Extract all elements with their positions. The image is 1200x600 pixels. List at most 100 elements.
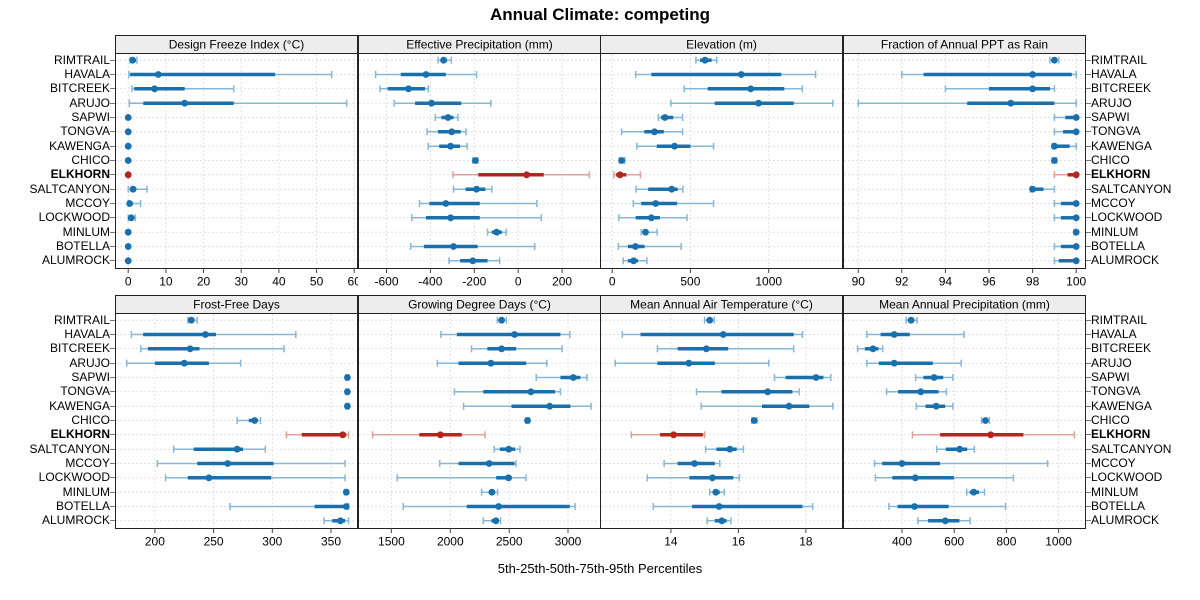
site-label-lockwood: LOCKWOOD — [1091, 210, 1163, 225]
series-saltcanyon — [493, 445, 521, 453]
median-dot — [504, 474, 512, 482]
median-dot — [1072, 171, 1080, 179]
median-dot — [738, 71, 746, 78]
panel-svg: Fraction of Annual PPT as Rain 90 92 94 96 98… — [843, 35, 1087, 289]
x-tick-label: 30 — [235, 275, 249, 289]
median-dot — [124, 243, 132, 250]
panel-title: Elevation (m) — [686, 38, 757, 52]
median-dot — [444, 114, 452, 121]
site-row-tick — [110, 362, 115, 364]
panel-svg: Design Freeze Index (°C) 0 10 20 30 40 50 60 — [115, 35, 361, 289]
site-label-botella: BOTELLA — [1091, 239, 1146, 253]
median-dot — [127, 214, 135, 222]
panel-design-freeze-index-c: Design Freeze Index (°C) 0 10 20 30 40 50 60 — [115, 35, 361, 298]
series-bitcreek — [683, 85, 804, 93]
series-sapwi — [344, 374, 351, 381]
median-dot — [709, 474, 717, 482]
median-dot — [488, 488, 495, 496]
site-label-minlum: MINLUM — [62, 224, 110, 239]
median-dot — [785, 402, 793, 410]
site-label-arujo: ARUJO — [69, 355, 110, 370]
site-row-tick — [1086, 145, 1091, 147]
series-lockwood — [410, 214, 542, 222]
median-dot — [661, 114, 669, 121]
series-mccoy — [873, 460, 1049, 467]
series-botella — [617, 243, 683, 250]
series-saltcanyon — [635, 185, 684, 193]
median-dot — [898, 460, 906, 467]
median-dot — [181, 99, 189, 107]
site-row-tick — [110, 160, 115, 161]
panel-svg: Elevation (m) 0 500 1000 — [600, 35, 844, 289]
site-row-tick — [1086, 160, 1091, 161]
x-tick-label: -600 — [374, 275, 398, 289]
series-havala — [621, 331, 804, 338]
median-dot — [671, 142, 679, 150]
site-label-tongva: TONGVA — [60, 124, 110, 139]
series-havala — [866, 331, 965, 338]
series-elkhorn — [911, 431, 1076, 439]
site-row-tick — [1086, 88, 1091, 90]
site-label-botella: BOTELLA — [1091, 499, 1146, 513]
site-label-minlum: MINLUM — [62, 484, 110, 499]
median-dot — [449, 243, 457, 250]
series-sapwi — [535, 374, 588, 381]
median-dot — [427, 99, 435, 107]
site-label-chico: CHICO — [71, 413, 110, 427]
series-havala — [439, 331, 571, 338]
median-dot — [1072, 228, 1080, 236]
site-label-elkhorn: ELKHORN — [1091, 427, 1151, 442]
median-dot — [869, 345, 877, 353]
series-rimtrail — [1049, 56, 1060, 64]
median-dot — [569, 374, 577, 381]
median-dot — [180, 359, 188, 367]
median-dot — [970, 488, 978, 496]
series-alumrock — [917, 517, 971, 525]
panel-growing-degree-days-c: Growing Degree Days (°C) 1500 2000 2500 3000 — [357, 295, 601, 558]
site-row-tick — [1086, 334, 1091, 335]
series-lockwood — [874, 474, 1015, 482]
site-label-mccoy: MCCOY — [65, 196, 110, 210]
median-dot — [720, 331, 727, 338]
site-row-tick — [110, 231, 115, 233]
median-dot — [205, 474, 213, 482]
x-tick-label: 14 — [665, 535, 679, 549]
site-label-rimtrail: RIMTRAIL — [53, 312, 110, 327]
series-mccoy — [663, 460, 721, 467]
series-elkhorn — [630, 431, 706, 439]
site-row-tick — [1086, 174, 1091, 176]
site-row-tick — [1086, 131, 1091, 133]
series-botella — [229, 503, 350, 510]
median-dot — [1051, 142, 1058, 150]
series-saltcanyon — [935, 445, 976, 453]
site-label-chico: CHICO — [1091, 153, 1130, 167]
site-row-tick — [110, 477, 115, 479]
median-dot — [339, 431, 347, 439]
series-chico — [236, 417, 262, 424]
site-label-lockwood: LOCKWOOD — [38, 470, 110, 485]
series-havala — [374, 71, 477, 78]
series-lockwood — [646, 474, 741, 482]
series-chico — [124, 157, 132, 164]
series-rimtrail — [704, 316, 716, 324]
median-dot — [492, 517, 499, 525]
site-label-arujo: ARUJO — [1091, 95, 1132, 110]
site-label-minlum: MINLUM — [1091, 224, 1139, 239]
median-dot — [129, 185, 137, 193]
site-label-mccoy: MCCOY — [1091, 456, 1136, 470]
panel-frost-free-days: Frost-Free Days 200 250 300 350 — [115, 295, 358, 558]
x-axis: 200 250 300 350 — [145, 528, 341, 549]
panel-title: Mean Annual Precipitation (mm) — [879, 298, 1050, 312]
series-havala — [901, 71, 1077, 78]
site-row-tick — [1086, 102, 1091, 104]
x-axis: 1500 2000 2500 3000 — [378, 528, 581, 549]
series-arujo — [436, 359, 548, 367]
site-label-saltcanyon: SALTCANYON — [1091, 181, 1172, 196]
x-tick-label: 300 — [262, 535, 282, 549]
x-axis: 14 16 18 — [665, 528, 813, 549]
median-dot — [764, 388, 772, 396]
site-label-lockwood: LOCKWOOD — [38, 210, 110, 225]
series-kawenga — [636, 142, 715, 150]
series-tongva — [453, 388, 561, 396]
